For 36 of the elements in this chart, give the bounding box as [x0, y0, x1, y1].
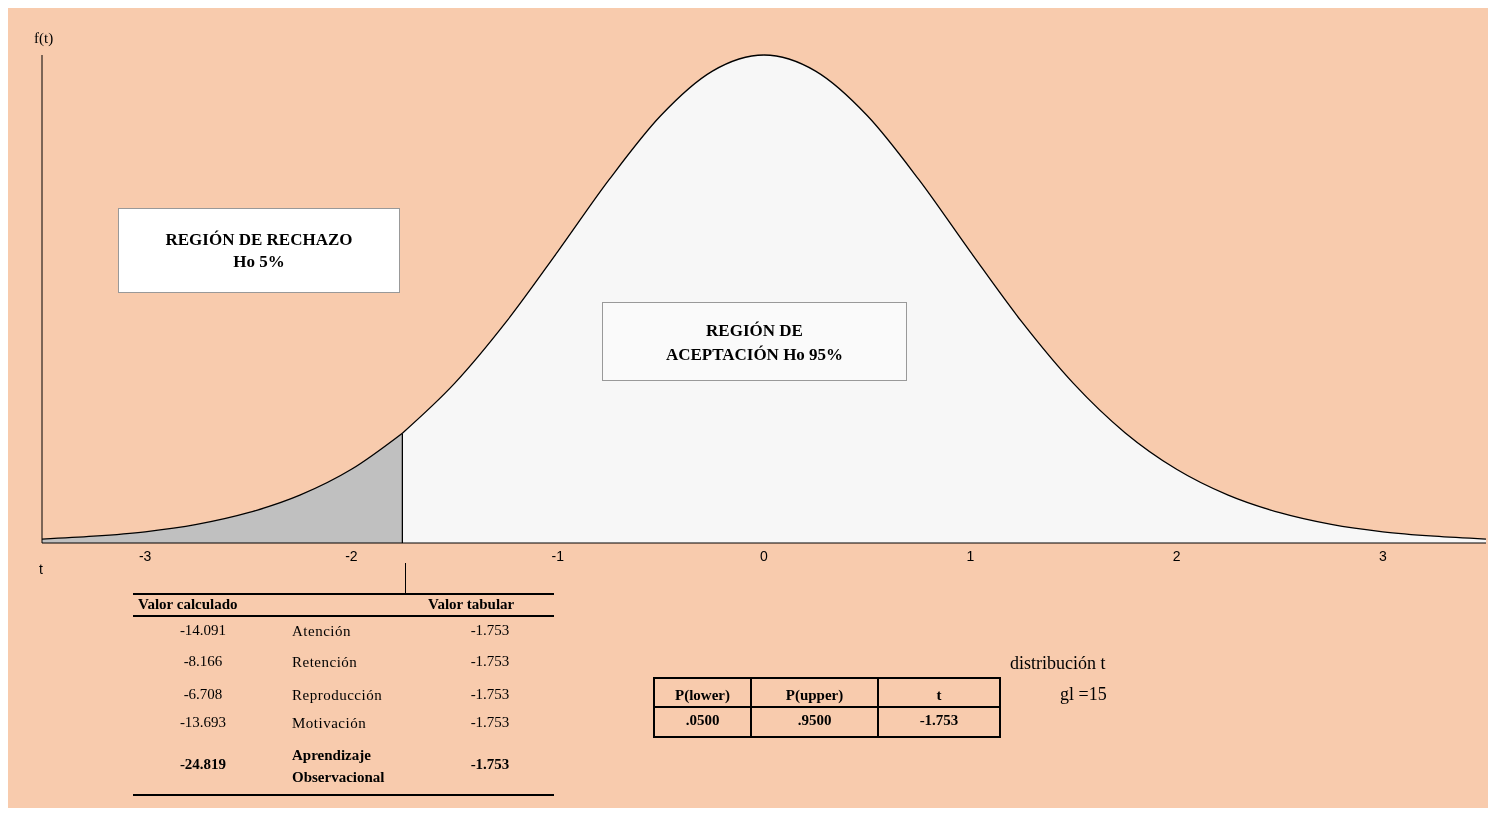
x-tick-label: -3 [138, 547, 152, 564]
text: -24.819 [178, 756, 228, 773]
text: -1.753 [469, 622, 511, 639]
text: Reproducción [292, 686, 383, 705]
y-axis-title: f(t) [34, 30, 54, 47]
text: Aprendizaje Observacional [292, 746, 385, 787]
text: Motivación [292, 714, 367, 733]
text: -6.708 [182, 686, 224, 703]
text: -8.166 [182, 653, 224, 670]
text: -1.753 [469, 653, 511, 670]
label-box: REGIÓN DE ACEPTACIÓN Ho 95% [602, 302, 907, 381]
text: -1.753 [469, 756, 511, 773]
text: Retención [292, 653, 358, 672]
text: t [935, 687, 943, 704]
x-tick-label: 0 [760, 547, 769, 564]
text: -13.693 [178, 714, 228, 731]
x-tick-label: -1 [551, 547, 565, 564]
x-tick-label: 3 [1378, 547, 1387, 564]
text: P(upper) [784, 687, 845, 704]
text: -1.753 [469, 686, 511, 703]
text: -14.091 [178, 622, 228, 639]
text: -1.753 [469, 714, 511, 731]
text: .9500 [796, 712, 833, 729]
label-box: REGIÓN DE RECHAZO Ho 5% [118, 208, 400, 293]
text: Valor calculado [138, 596, 238, 613]
x-tick-label: -2 [345, 547, 358, 564]
x-axis-title: t [39, 561, 43, 577]
x-tick-label: 2 [1172, 547, 1181, 564]
text: P(lower) [674, 687, 731, 704]
text: gl =15 [1060, 684, 1107, 705]
text: Atención [292, 622, 351, 641]
text: Valor tabular [428, 596, 515, 613]
text: -1.753 [918, 712, 960, 729]
x-tick-label: 1 [966, 547, 975, 564]
text: .0500 [684, 712, 721, 729]
text: distribución t [1010, 653, 1106, 674]
